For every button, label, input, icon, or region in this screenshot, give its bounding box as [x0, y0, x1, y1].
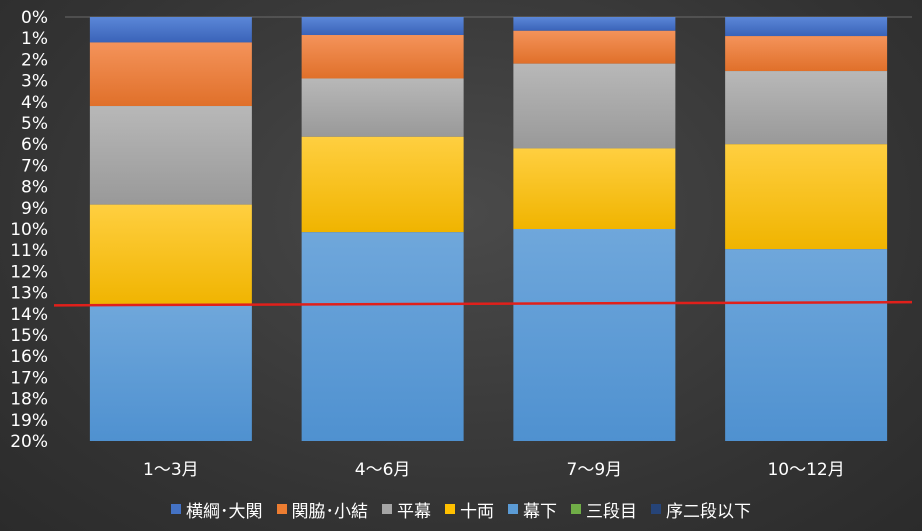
reference-line	[53, 300, 913, 307]
bar-segment	[89, 204, 252, 306]
y-tick-label: 19%	[10, 411, 48, 431]
legend-item: 関脇･小結	[276, 497, 369, 522]
legend-swatch	[651, 504, 661, 514]
legend-label: 幕下	[523, 501, 557, 522]
y-tick-label: 15%	[10, 326, 48, 346]
y-tick-label: 9%	[21, 199, 48, 219]
y-tick-label: 1%	[21, 29, 48, 49]
legend-label: 十両	[460, 501, 494, 522]
bar-segment	[301, 232, 464, 441]
bar-segment	[725, 17, 888, 37]
y-tick-label: 13%	[10, 284, 48, 304]
bar-segment	[513, 30, 676, 64]
bar-segment	[301, 17, 464, 36]
legend-label: 序二段以下	[666, 501, 751, 522]
legend-item: 十両	[445, 497, 494, 522]
y-tick-label: 11%	[10, 241, 48, 261]
y-tick-label: 0%	[21, 8, 48, 28]
x-tick-label: 10〜12月	[767, 460, 844, 480]
bar-segment	[725, 36, 888, 72]
legend-swatch	[276, 504, 287, 514]
y-tick-label: 7%	[21, 156, 48, 176]
y-tick-label: 8%	[21, 178, 48, 198]
legend-label: 平幕	[397, 501, 431, 522]
legend-item: 三段目	[571, 497, 637, 522]
y-tick-label: 16%	[10, 347, 48, 367]
y-tick-label: 18%	[10, 390, 48, 410]
legend-swatch	[171, 504, 181, 514]
bar-segment	[301, 35, 464, 79]
bars	[89, 17, 888, 441]
x-tick-label: 4〜6月	[355, 460, 411, 480]
legend-label: 横綱･大関	[186, 501, 263, 522]
stacked-bar-chart: 0%1%2%3%4%5%6%7%8%9%10%11%12%13%14%15%16…	[10, 8, 913, 480]
legend-swatch	[445, 504, 455, 514]
bar-segment	[89, 106, 252, 205]
bar-segment	[89, 17, 252, 43]
legend: 横綱･大関 関脇･小結 平幕 十両 幕下 三段目 序二段以下	[0, 495, 922, 523]
legend-item: 平幕	[382, 497, 431, 522]
bar-segment	[513, 63, 676, 149]
bar-segment	[301, 136, 464, 233]
y-tick-label: 12%	[10, 262, 48, 282]
y-tick-label: 20%	[10, 432, 48, 452]
bar-segment	[513, 148, 676, 229]
y-tick-label: 4%	[21, 93, 48, 113]
legend-swatch	[508, 504, 518, 514]
legend-item: 幕下	[508, 497, 557, 522]
bar-segment	[725, 144, 888, 250]
legend-label: 三段目	[586, 501, 637, 522]
y-tick-label: 10%	[10, 220, 48, 240]
x-axis: 1〜3月 4〜6月 7〜9月 10〜12月	[143, 460, 845, 480]
y-tick-label: 5%	[21, 114, 48, 134]
legend-swatch	[382, 504, 392, 514]
legend-item: 横綱･大関	[171, 497, 263, 522]
bar-segment	[513, 229, 676, 441]
x-tick-label: 1〜3月	[143, 460, 199, 480]
legend-label: 関脇･小結	[291, 501, 369, 522]
bar-segment	[725, 249, 888, 441]
y-tick-label: 14%	[10, 305, 48, 325]
reference-line-layer	[53, 300, 913, 307]
legend-item: 序二段以下	[651, 497, 751, 522]
bar-segment	[89, 305, 252, 441]
bar-segment	[725, 71, 888, 145]
bar-segment	[301, 78, 464, 137]
y-axis: 0%1%2%3%4%5%6%7%8%9%10%11%12%13%14%15%16…	[10, 8, 48, 452]
y-tick-label: 3%	[21, 72, 48, 92]
bar-segment	[89, 42, 252, 107]
y-tick-label: 17%	[10, 368, 48, 388]
y-tick-label: 6%	[21, 135, 48, 155]
x-tick-label: 7〜9月	[567, 460, 623, 480]
bar-segment	[513, 17, 676, 31]
legend-swatch	[571, 504, 581, 514]
y-tick-label: 2%	[21, 50, 48, 70]
